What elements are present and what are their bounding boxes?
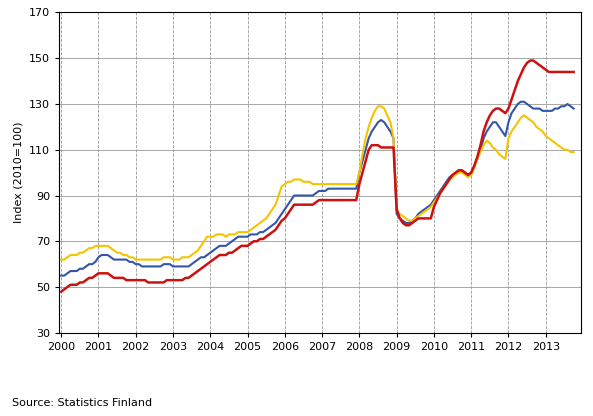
Export turnover: [200, 264, 208, 269]
Domestic turnover: [58, 257, 65, 262]
Total turnover: [399, 218, 406, 223]
Y-axis label: Index (2010=100): Index (2010=100): [14, 122, 24, 223]
Text: Source: Statistics Finland: Source: Statistics Finland: [12, 398, 152, 408]
Domestic turnover: [403, 216, 410, 221]
Domestic turnover: [374, 104, 381, 109]
Export turnover: [570, 69, 577, 74]
Domestic turnover: [570, 150, 577, 155]
Line: Total turnover: Total turnover: [61, 102, 573, 276]
Domestic turnover: [70, 253, 77, 258]
Total turnover: [564, 102, 571, 106]
Export turnover: [399, 220, 406, 225]
Domestic turnover: [564, 147, 571, 152]
Line: Export turnover: Export turnover: [61, 60, 573, 292]
Total turnover: [570, 106, 577, 111]
Total turnover: [542, 109, 549, 114]
Export turnover: [564, 69, 571, 74]
Domestic turnover: [387, 120, 394, 125]
Export turnover: [70, 282, 77, 287]
Total turnover: [384, 124, 391, 129]
Export turnover: [384, 145, 391, 150]
Total turnover: [200, 255, 208, 260]
Domestic turnover: [542, 134, 549, 139]
Total turnover: [70, 269, 77, 274]
Domestic turnover: [200, 239, 208, 244]
Total turnover: [517, 99, 524, 104]
Total turnover: [58, 273, 65, 278]
Line: Domestic turnover: Domestic turnover: [61, 106, 573, 260]
Export turnover: [527, 58, 534, 63]
Export turnover: [542, 67, 549, 72]
Export turnover: [58, 289, 65, 294]
